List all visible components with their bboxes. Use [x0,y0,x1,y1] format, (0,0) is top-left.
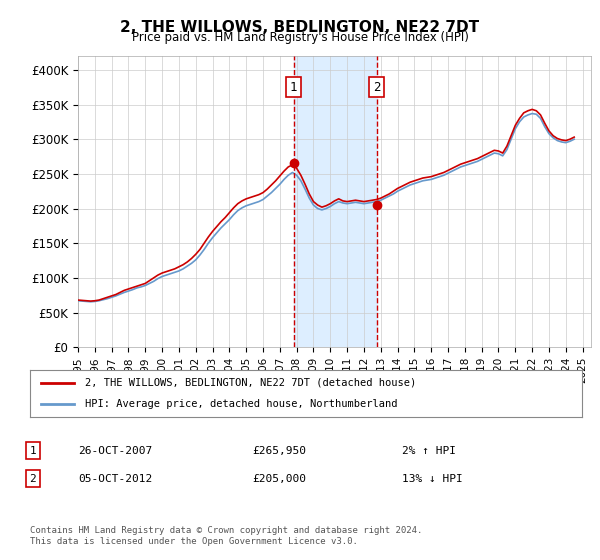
Text: 13% ↓ HPI: 13% ↓ HPI [402,474,463,484]
Text: 26-OCT-2007: 26-OCT-2007 [78,446,152,456]
Text: 2, THE WILLOWS, BEDLINGTON, NE22 7DT (detached house): 2, THE WILLOWS, BEDLINGTON, NE22 7DT (de… [85,378,416,388]
Text: 1: 1 [29,446,37,456]
Text: 05-OCT-2012: 05-OCT-2012 [78,474,152,484]
Text: HPI: Average price, detached house, Northumberland: HPI: Average price, detached house, Nort… [85,399,398,409]
Text: Price paid vs. HM Land Registry's House Price Index (HPI): Price paid vs. HM Land Registry's House … [131,31,469,44]
Text: Contains HM Land Registry data © Crown copyright and database right 2024.
This d: Contains HM Land Registry data © Crown c… [30,526,422,546]
Text: 2, THE WILLOWS, BEDLINGTON, NE22 7DT: 2, THE WILLOWS, BEDLINGTON, NE22 7DT [121,20,479,35]
Text: £205,000: £205,000 [252,474,306,484]
Text: 2% ↑ HPI: 2% ↑ HPI [402,446,456,456]
Text: 1: 1 [290,81,298,94]
Bar [293,56,377,347]
Text: 2: 2 [29,474,37,484]
Text: £265,950: £265,950 [252,446,306,456]
Text: 2: 2 [373,81,380,94]
